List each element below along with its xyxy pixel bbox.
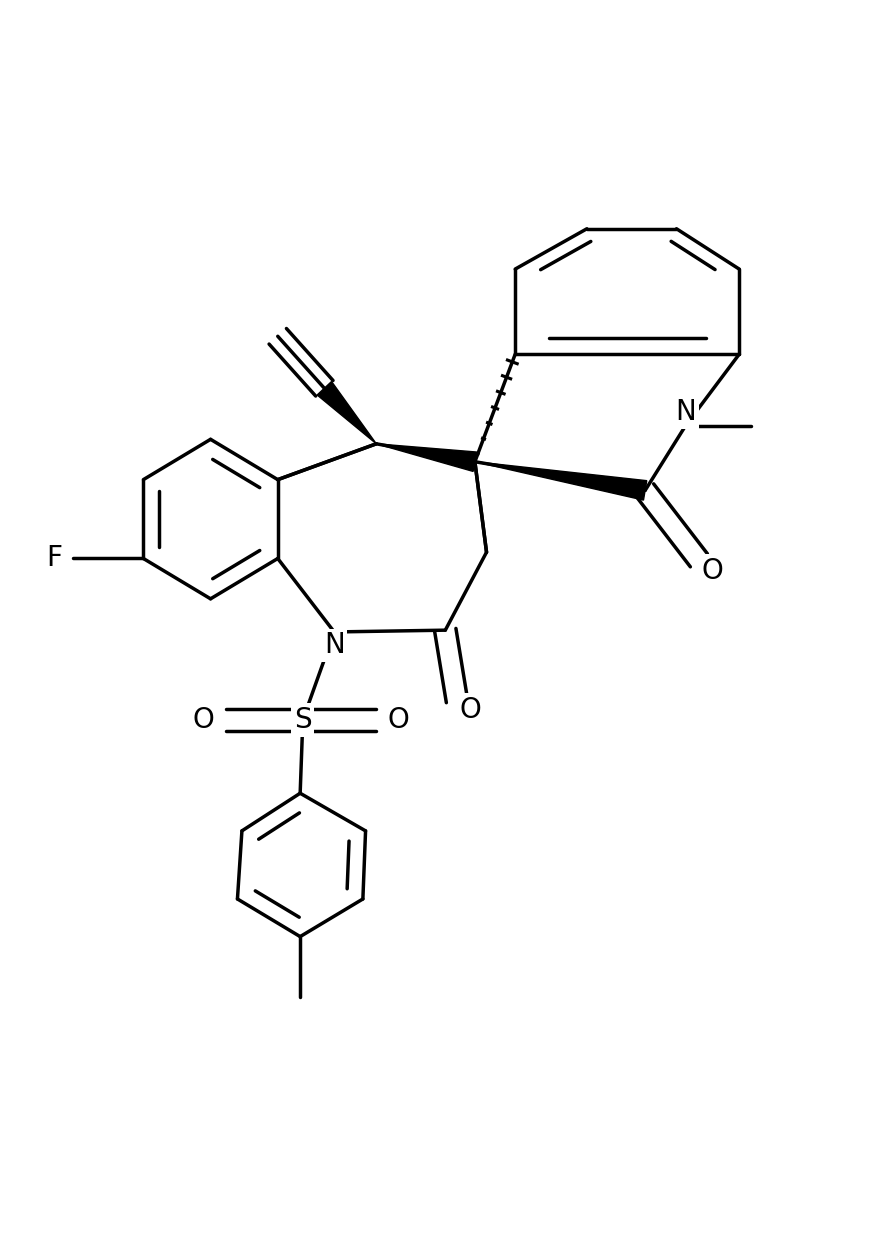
- Text: O: O: [193, 705, 214, 734]
- Text: N: N: [323, 632, 345, 659]
- Text: S: S: [294, 705, 312, 734]
- Polygon shape: [317, 381, 376, 444]
- Text: O: O: [388, 705, 409, 734]
- Text: F: F: [46, 545, 62, 572]
- Text: O: O: [702, 557, 723, 586]
- Text: N: N: [675, 399, 696, 426]
- Polygon shape: [475, 462, 647, 500]
- Text: O: O: [460, 697, 481, 724]
- Polygon shape: [376, 444, 477, 471]
